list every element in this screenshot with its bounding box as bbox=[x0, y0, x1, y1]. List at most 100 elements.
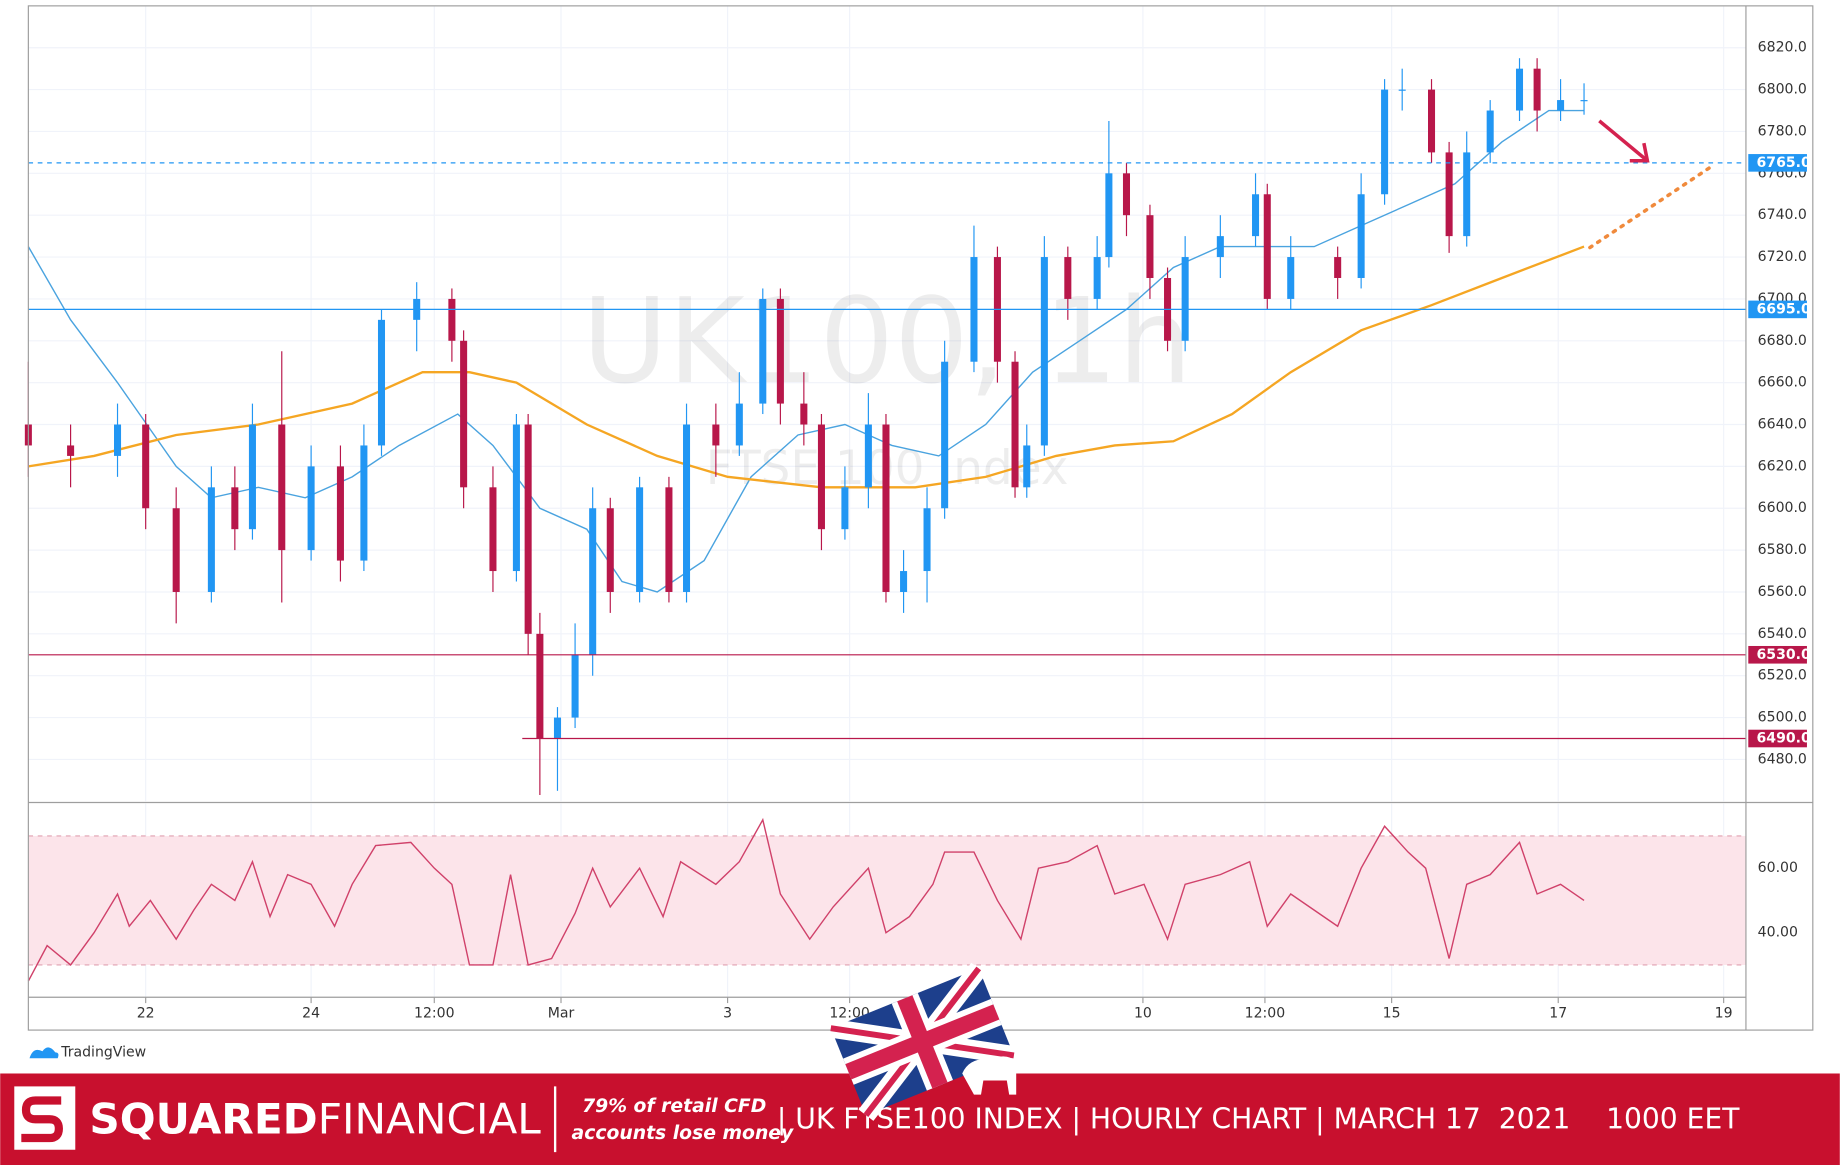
tradingview-label: TradingView bbox=[60, 1044, 146, 1060]
candle-body bbox=[1122, 173, 1131, 216]
candle-body bbox=[1381, 89, 1389, 195]
watermark-title: UK100, 1h bbox=[582, 273, 1192, 410]
candle-body bbox=[864, 424, 872, 488]
candle-body bbox=[1486, 110, 1494, 153]
y-tick-label: 40.00 bbox=[1758, 925, 1798, 941]
x-tick-label: Mar bbox=[548, 1006, 575, 1022]
candle-body bbox=[460, 340, 468, 488]
y-tick-label: 6620.0 bbox=[1758, 458, 1807, 474]
x-tick-label: 3 bbox=[723, 1006, 732, 1022]
risk-warning: accounts lose money bbox=[572, 1123, 794, 1144]
level-label: 6530.0 bbox=[1757, 647, 1811, 663]
level-tag bbox=[1748, 729, 1807, 748]
candle-body bbox=[1398, 89, 1406, 91]
grid bbox=[28, 5, 1746, 998]
candle-body bbox=[1011, 361, 1019, 488]
candle-body bbox=[800, 403, 808, 425]
candle-body bbox=[1093, 257, 1101, 299]
x-tick-label: 12:00 bbox=[1245, 1006, 1286, 1022]
candle-body bbox=[817, 424, 825, 530]
candle-body bbox=[1040, 257, 1048, 446]
candle-body bbox=[1445, 152, 1453, 237]
rsi-line bbox=[27, 817, 1585, 982]
tradingview-logo bbox=[29, 1047, 59, 1059]
x-tick-label: 22 bbox=[137, 1006, 155, 1022]
caption: | UK FTSE100 INDEX | HOURLY CHART | MARC… bbox=[777, 1102, 1740, 1135]
brand: SQUAREDFINANCIAL bbox=[89, 1094, 541, 1143]
level-label: 6765.0 bbox=[1757, 155, 1811, 171]
candle-body bbox=[231, 487, 239, 530]
y-tick-label: 6800.0 bbox=[1758, 82, 1807, 98]
candle-body bbox=[941, 361, 949, 509]
x-tick-label: 15 bbox=[1383, 1006, 1401, 1022]
x-tick-label: 12:00 bbox=[414, 1006, 455, 1022]
level-tag bbox=[1748, 154, 1807, 172]
frame bbox=[27, 5, 1814, 1031]
y-tick-label: 6560.0 bbox=[1758, 584, 1807, 600]
candle-body bbox=[1023, 445, 1031, 488]
logo-s bbox=[21, 1096, 63, 1143]
risk-warning: 79% of retail CFD bbox=[582, 1096, 766, 1117]
arrow bbox=[1598, 119, 1650, 163]
candle-body bbox=[307, 466, 315, 551]
candle-body bbox=[524, 424, 532, 634]
candle-body bbox=[553, 717, 561, 739]
y-tick-label: 6500.0 bbox=[1758, 710, 1807, 726]
candle-body bbox=[489, 487, 497, 572]
candle-body bbox=[1557, 100, 1565, 111]
candle-body bbox=[1515, 68, 1524, 111]
brand-bold: SQUARED bbox=[89, 1094, 317, 1143]
candle-body bbox=[900, 571, 908, 592]
candle-body bbox=[759, 298, 767, 404]
candle-body bbox=[683, 424, 691, 592]
bear bbox=[962, 1056, 1028, 1095]
candle-body bbox=[1105, 173, 1113, 258]
candle-body bbox=[735, 403, 743, 446]
y-tick-label: 6820.0 bbox=[1758, 40, 1807, 56]
candle-body bbox=[1252, 194, 1260, 237]
candle-body bbox=[172, 508, 180, 592]
y-tick-label: 60.00 bbox=[1758, 860, 1798, 876]
candle-body bbox=[571, 654, 579, 718]
x-tick-label: 10 bbox=[1134, 1006, 1152, 1022]
axes: 22 24 12:00 Mar 3 12:00 10 12:00 15 17 196480.0650… bbox=[137, 40, 1811, 1022]
candle-body bbox=[1463, 152, 1471, 237]
candle-body bbox=[512, 424, 520, 572]
candle-body bbox=[1357, 194, 1365, 278]
candle-body bbox=[1287, 257, 1295, 299]
y-tick-label: 6660.0 bbox=[1758, 375, 1807, 391]
level-label: 6490.0 bbox=[1757, 731, 1811, 747]
candle-body bbox=[114, 424, 122, 456]
y-tick-label: 6640.0 bbox=[1758, 417, 1807, 433]
y-tick-label: 6600.0 bbox=[1758, 500, 1807, 516]
x-tick-label: 17 bbox=[1549, 1006, 1567, 1022]
y-tick-label: 6520.0 bbox=[1758, 668, 1807, 684]
candle-body bbox=[712, 424, 720, 446]
candle-body bbox=[377, 319, 386, 446]
candle-body bbox=[536, 633, 544, 739]
candle-body bbox=[882, 424, 890, 592]
candle-body bbox=[636, 487, 644, 592]
candle-body bbox=[1263, 194, 1271, 299]
level-tag bbox=[1748, 300, 1807, 319]
x-tick-label: 19 bbox=[1715, 1006, 1733, 1022]
candle-body bbox=[336, 466, 344, 561]
candle-body bbox=[1533, 68, 1541, 111]
candle-body bbox=[1216, 236, 1224, 258]
candle-body bbox=[1428, 89, 1436, 153]
flag bbox=[829, 962, 1016, 1121]
y-tick-label: 6680.0 bbox=[1758, 333, 1807, 349]
candle-body bbox=[278, 424, 286, 551]
candle-body bbox=[360, 445, 368, 561]
y-tick-label: 6780.0 bbox=[1758, 123, 1807, 139]
candle-body bbox=[841, 487, 849, 530]
band bbox=[28, 835, 1746, 965]
candle-body bbox=[606, 508, 614, 592]
plot bbox=[24, 58, 1746, 982]
moving-average bbox=[27, 109, 1585, 593]
candle-body bbox=[248, 424, 256, 530]
y-tick-label: 6540.0 bbox=[1758, 626, 1807, 642]
